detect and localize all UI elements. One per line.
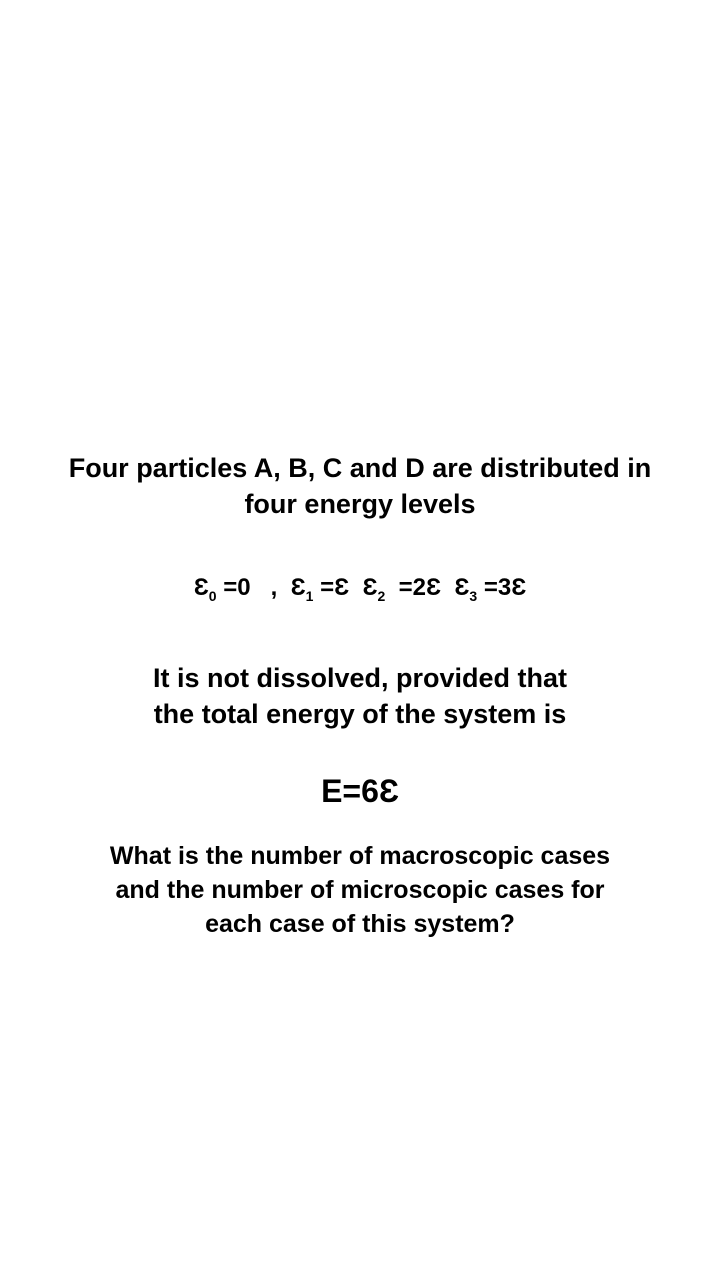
question-line-3: each case of this system?	[205, 910, 515, 938]
energy-levels-expr: Ɛ0 =0 , Ɛ1 =Ɛ Ɛ2 =2Ɛ Ɛ3 =3Ɛ	[194, 574, 527, 601]
question-text: What is the number of macroscopic cases …	[0, 840, 720, 941]
condition-line-2: the total energy of the system is	[154, 699, 567, 729]
condition-text: It is not dissolved, provided that the t…	[0, 660, 720, 733]
question-line-2: and the number of microscopic cases for	[115, 876, 604, 904]
condition-line-1: It is not dissolved, provided that	[153, 663, 567, 693]
intro-line-2: four energy levels	[244, 489, 475, 519]
total-energy-expr: E=6Ɛ	[321, 773, 399, 809]
question-line-1: What is the number of macroscopic cases	[110, 842, 610, 870]
energy-levels: Ɛ0 =0 , Ɛ1 =Ɛ Ɛ2 =2Ɛ Ɛ3 =3Ɛ	[0, 572, 720, 606]
intro-text: Four particles A, B, C and D are distrib…	[0, 450, 720, 523]
total-energy: E=6Ɛ	[0, 770, 720, 813]
page: Four particles A, B, C and D are distrib…	[0, 0, 720, 1280]
intro-line-1: Four particles A, B, C and D are distrib…	[69, 453, 652, 483]
